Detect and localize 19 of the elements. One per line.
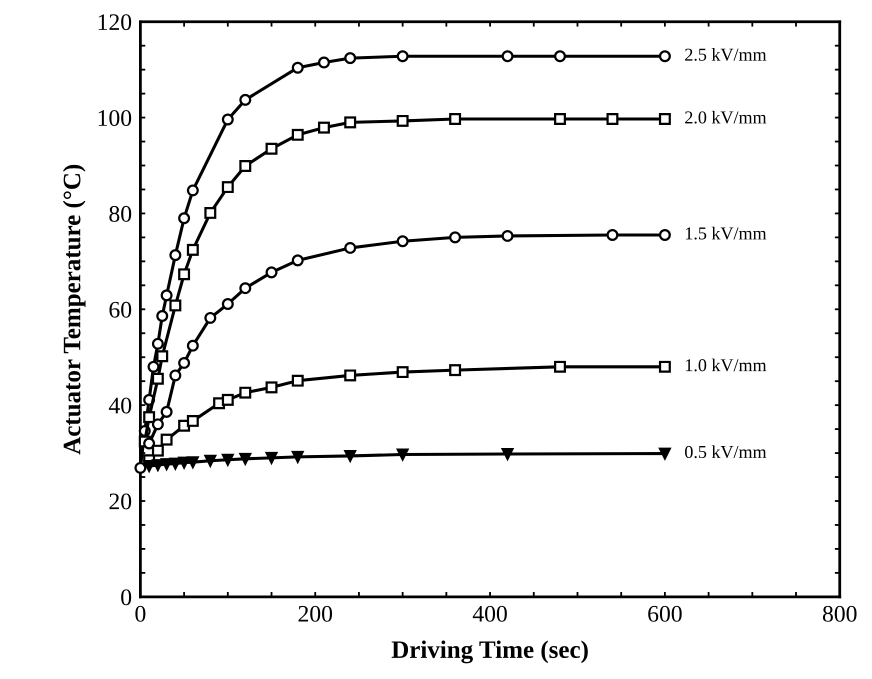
y-tick-label: 120 — [98, 14, 132, 30]
y-tick-label: 60 — [109, 302, 132, 318]
series-label: 1.5 kV/mm — [686, 226, 766, 240]
legend-label: 2.5 kV/mm — [685, 48, 766, 61]
series-label: 1.0 kV/mm — [686, 358, 766, 372]
y-tick-label: 20 — [109, 493, 132, 510]
y-tick-label: 100 — [98, 110, 132, 126]
y-tick-label: 80 — [109, 206, 132, 222]
x-tick-label: 200 — [298, 606, 332, 622]
x-tick-label: 600 — [648, 606, 682, 622]
x-tick-label: 800 — [822, 606, 857, 622]
series-label: 0.5 kV/mm — [685, 445, 766, 458]
series-label: 2.0 kV/mm — [685, 110, 766, 124]
x-tick-label: 0 — [135, 606, 146, 622]
x-axis-title: Driving Time (sec) — [392, 640, 588, 664]
x-tick-label: 400 — [472, 606, 507, 622]
y-axis-title: Actuator Temperature (°C) — [62, 164, 86, 455]
y-tick-label: 40 — [108, 398, 132, 414]
y-tick-label: 0 — [121, 589, 132, 606]
